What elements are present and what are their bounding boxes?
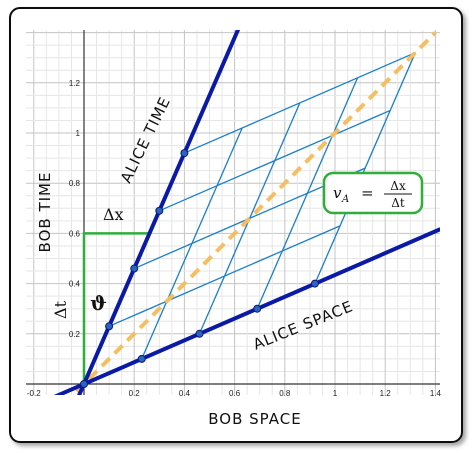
event-dot xyxy=(155,206,164,215)
event-dot xyxy=(80,380,88,388)
x-tick-label: 0.8 xyxy=(279,389,291,398)
alice-grid-line xyxy=(159,109,391,212)
x-tick-label: 1 xyxy=(333,389,338,398)
delta-x-label: Δx xyxy=(103,205,124,224)
bob-space-label: BOB SPACE xyxy=(208,410,301,428)
event-dot xyxy=(195,329,204,338)
frame xyxy=(9,7,463,443)
bob-time-label: BOB TIME xyxy=(36,172,54,253)
formula-numerator: Δx xyxy=(390,179,406,193)
y-tick-label: 0.2 xyxy=(69,330,81,339)
y-tick-label: 0.8 xyxy=(69,179,81,188)
x-tick-label: 0.2 xyxy=(129,389,141,398)
x-tick-label: 0.6 xyxy=(229,389,241,398)
alice-time-axis xyxy=(77,30,241,395)
delta-lines xyxy=(82,232,150,384)
formula-equals: = xyxy=(361,184,374,202)
formula-border xyxy=(322,171,424,215)
y-tick-label: 0.4 xyxy=(69,280,81,289)
alice-grid-line xyxy=(184,52,416,154)
event-dot xyxy=(253,304,262,313)
y-tick-label: 1 xyxy=(76,129,81,138)
alice-grid-line xyxy=(314,52,416,284)
event-dot xyxy=(130,264,139,273)
formula-denominator: Δt xyxy=(391,196,405,210)
alice-grid-line xyxy=(256,77,359,309)
x-tick-label: 1.2 xyxy=(380,389,392,398)
delta-t-label: Δt xyxy=(51,300,70,319)
y-tick-label: 1.2 xyxy=(69,79,81,88)
x-tick-label: -0.2 xyxy=(27,389,41,398)
y-tick-label: 0.6 xyxy=(69,229,81,238)
tick-labels: -0.2 0.2 0.4 0.6 0.8 1 1.2 1.4 0.2 0.4 0.6 0.8 1 1.2 xyxy=(27,79,442,398)
formula-subscript: A xyxy=(341,194,349,205)
alice-space-axis xyxy=(53,227,440,395)
event-dot xyxy=(180,149,189,158)
light-line xyxy=(75,31,437,393)
formula-box: v A = Δx Δt xyxy=(322,171,424,215)
spacetime-geometry xyxy=(53,30,440,395)
angle-label: ϑ xyxy=(90,291,107,315)
event-dot xyxy=(105,322,114,331)
x-tick-label: 0.4 xyxy=(179,389,191,398)
x-tick-label: 1.4 xyxy=(430,389,442,398)
event-dot xyxy=(310,279,319,288)
formula-lhs: v xyxy=(333,184,342,202)
event-dot xyxy=(137,354,146,363)
